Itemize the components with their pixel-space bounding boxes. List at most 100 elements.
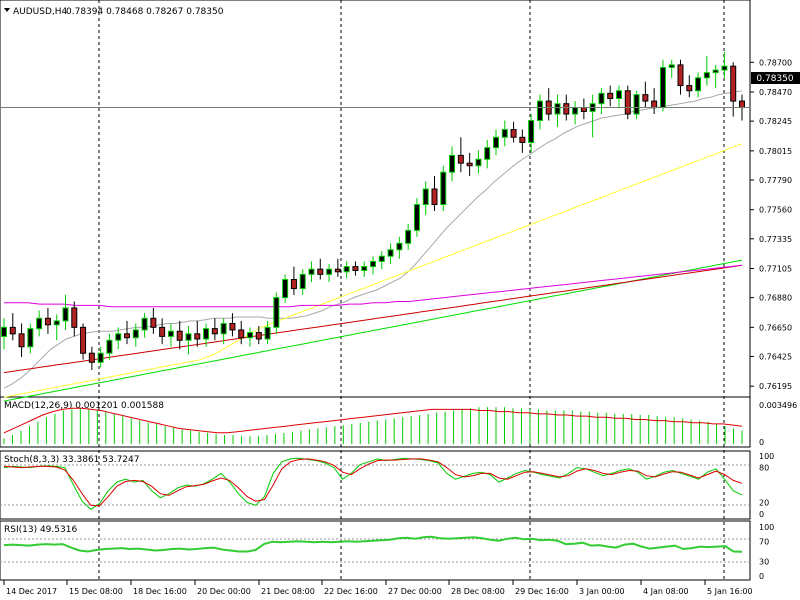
candle-body [62,307,69,322]
candle-body [370,260,376,268]
ma-yellow-line [3,143,743,398]
candle-body [554,103,561,115]
candle-body [598,92,605,105]
candle-body [317,268,324,275]
stoch-d-line [3,458,743,507]
candle-body [334,268,341,273]
time-axis: 14 Dec 2017 15 Dec 08:00 18 Dec 16:00 20 De… [3,580,753,596]
current-price-label: 0.78350 [756,74,793,84]
candle-body [528,119,535,143]
candle-body [361,266,368,271]
candle-body [238,329,245,339]
candle-body [387,249,394,257]
candle-body [475,158,482,167]
candle-body [607,92,614,100]
macd-axis: 0.003496 0 [759,401,797,447]
price-tick-label: 0.77105 [759,265,792,274]
stoch-label: Stoch(8,3,3) 33.3861 53.7247 [4,455,139,465]
candle-body [150,317,157,328]
candle-body [71,307,78,328]
time-tick-label: 28 Dec 08:00 [451,587,505,596]
candle-body [290,279,297,290]
candle-body [378,255,385,262]
time-tick-label: 22 Dec 16:00 [324,587,378,596]
candle-body [431,188,438,206]
candle-body [203,328,210,340]
time-tick-label: 27 Dec 00:00 [388,587,442,596]
time-tick-label: 3 Jan 00:00 [579,587,625,596]
candlesticks [1,51,745,371]
time-tick-label: 18 Dec 16:00 [133,587,187,596]
day-separators [98,0,725,580]
candle-body [97,352,104,363]
candle-body [247,332,253,339]
stoch-tick-label: 80 [759,464,769,473]
candle-body [299,273,306,290]
current-price-tag: 0.78350 [751,72,800,84]
stoch-k-line [3,457,743,511]
candle-body [255,332,262,340]
candle-body [449,154,456,173]
candle-body [282,279,289,299]
candle-body [211,328,218,335]
symbol-label: AUDUSD,H4 [13,7,68,17]
stoch-axis: 100 80 20 0 [759,452,774,519]
candle-body [633,94,640,115]
price-axis: 0.78700 0.78470 0.78245 0.78015 0.77790 0.775… [750,58,792,391]
candle-body [220,322,227,335]
price-tick-label: 0.78700 [759,58,792,67]
price-pane [0,0,751,398]
candle-body [167,330,174,337]
time-tick-label: 5 Jan 16:00 [707,587,753,596]
stoch-tick-label: 0 [759,510,764,519]
time-tick-label: 21 Dec 08:00 [261,587,315,596]
candle-body [422,188,429,206]
macd-tick-label: 0 [759,438,764,447]
price-tick-label: 0.77335 [759,235,792,244]
candle-body [580,107,587,112]
macd-pane [0,396,751,448]
candle-body [536,100,543,121]
candle-body [413,204,420,231]
candle-body [457,154,464,164]
candle-body [440,171,447,206]
candle-body [572,107,579,115]
candle-body [659,66,666,109]
candle-body [695,77,702,92]
time-tick-label: 4 Jan 08:00 [643,587,689,596]
candle-body [616,90,622,100]
rsi-tick-label: 0 [759,572,764,581]
candle-body [159,326,166,337]
time-tick-label: 15 Dec 08:00 [69,587,123,596]
macd-tick-label: 0.003496 [759,401,797,410]
candle-body [501,129,508,138]
candle-body [141,317,148,331]
time-tick-label: 20 Dec 00:00 [197,587,251,596]
ma-red-line [3,264,743,374]
price-tick-label: 0.77560 [759,206,792,215]
candle-body [326,268,333,275]
price-tick-label: 0.78015 [759,147,792,156]
price-tick-label: 0.78470 [759,88,792,97]
candle-body [739,100,745,109]
price-tick-label: 0.76195 [759,382,792,391]
price-tick-label: 0.76425 [759,352,792,361]
candle-body [343,266,350,273]
macd-histogram [3,407,743,444]
stoch-pane [0,450,751,520]
candle-body [703,72,710,79]
candle-body [510,129,517,138]
candle-body [563,103,570,115]
candle-body [677,64,684,87]
candle-body [115,333,122,341]
header: AUDUSD,H4 0.78394 0.78468 0.78267 0.7835… [4,7,224,535]
rsi-polyline [3,535,743,553]
candle-body [229,322,236,331]
candle-body [396,242,403,251]
price-tick-label: 0.76650 [759,323,792,332]
stoch-tick-label: 20 [759,498,769,507]
rsi-axis: 100 70 30 0 [759,523,774,581]
candle-body [27,328,34,348]
time-tick-label: 14 Dec 2017 [6,587,57,596]
stochastic-lines [3,457,743,511]
